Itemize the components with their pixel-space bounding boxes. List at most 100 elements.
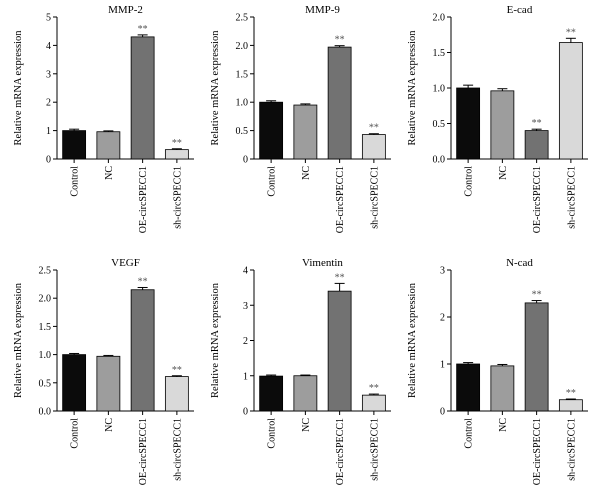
bar-oe-circspecc1 — [524, 130, 549, 160]
x-tick-label: Control — [70, 418, 81, 449]
y-tick-label: 1 — [440, 360, 445, 371]
y-tick-label: 1.5 — [39, 322, 52, 333]
x-tick-label: sh-circSPECC1 — [369, 166, 380, 229]
y-tick-label: 0 — [46, 155, 51, 166]
chart-panel-5: Vimentin Relative mRNA expression 0 1 2 3 4 Con… — [210, 257, 391, 485]
significance-label: ** — [335, 272, 345, 283]
x-tick-label: Control — [267, 166, 278, 197]
bar-nc — [490, 365, 515, 412]
bar-control — [62, 130, 87, 160]
significance-label: ** — [369, 123, 379, 134]
significance-label: ** — [335, 35, 345, 46]
significance-label: ** — [138, 276, 148, 287]
y-tick-label: 0 — [440, 407, 445, 418]
bar-sh-circspecc1 — [164, 376, 189, 412]
bar-oe-circspecc1 — [327, 46, 352, 160]
x-tick-label: Control — [70, 166, 81, 197]
bar-oe-circspecc1 — [327, 290, 352, 412]
x-tick-label: NC — [498, 166, 509, 180]
y-tick-label: 1.5 — [433, 48, 446, 59]
bar-nc — [96, 355, 121, 412]
significance-label: ** — [532, 290, 542, 301]
bar-control — [456, 363, 481, 412]
y-tick-label: 2.0 — [433, 13, 446, 24]
y-tick-label: 0.5 — [39, 378, 52, 389]
bar-sh-circspecc1 — [558, 399, 583, 412]
significance-label: ** — [566, 27, 576, 38]
chart-panel-2: MMP-9 Relative mRNA expression 0 0.5 1.0 1.5 2… — [210, 4, 391, 233]
x-tick-label: Control — [464, 418, 475, 449]
bar-sh-circspecc1 — [361, 134, 386, 160]
y-tick-label: 1 — [46, 126, 51, 137]
y-tick-label: 3 — [46, 69, 51, 80]
x-tick-label: sh-circSPECC1 — [369, 418, 380, 481]
bar-control — [62, 354, 87, 412]
y-tick-label: 0.5 — [236, 126, 249, 137]
bar-nc — [490, 90, 515, 160]
y-tick-label: 2 — [243, 336, 248, 347]
y-tick-label: 2.0 — [236, 41, 249, 52]
bar-sh-circspecc1 — [164, 149, 189, 160]
bar-sh-circspecc1 — [558, 42, 583, 160]
chart-title: N-cad — [506, 257, 533, 269]
x-tick-label: sh-circSPECC1 — [566, 418, 577, 481]
y-tick-label: 5 — [46, 13, 51, 24]
y-tick-label: 2.0 — [39, 294, 52, 305]
y-axis-label: Relative mRNA expression — [407, 30, 418, 146]
x-tick-label: OE-circSPECC1 — [335, 166, 346, 233]
x-tick-label: sh-circSPECC1 — [566, 166, 577, 229]
x-tick-label: NC — [498, 418, 509, 432]
y-tick-label: 0 — [243, 155, 248, 166]
y-tick-label: 1.0 — [433, 84, 446, 95]
chart-panel-1: MMP-2 Relative mRNA expression 0 1 2 3 4 5 Contr… — [13, 4, 194, 233]
x-tick-label: NC — [104, 166, 115, 180]
bar-control — [456, 87, 481, 160]
y-axis-label: Relative mRNA expression — [13, 282, 24, 398]
x-tick-label: OE-circSPECC1 — [138, 418, 149, 485]
y-tick-label: 0.5 — [433, 119, 446, 130]
x-tick-label: Control — [267, 418, 278, 449]
x-tick-label: Control — [464, 166, 475, 197]
significance-label: ** — [138, 24, 148, 35]
y-tick-label: 4 — [46, 41, 51, 52]
y-tick-label: 2 — [440, 313, 445, 324]
bar-nc — [293, 375, 318, 412]
chart-title: MMP-2 — [108, 4, 143, 16]
significance-label: ** — [532, 118, 542, 129]
x-tick-label: OE-circSPECC1 — [335, 418, 346, 485]
x-tick-label: OE-circSPECC1 — [138, 166, 149, 233]
chart-title: Vimentin — [302, 257, 343, 269]
y-tick-label: 1 — [243, 371, 248, 382]
bar-control — [259, 101, 284, 160]
bar-nc — [96, 131, 121, 160]
y-tick-label: 0.0 — [39, 407, 52, 418]
bar-oe-circspecc1 — [130, 36, 155, 160]
y-tick-label: 0.0 — [433, 155, 446, 166]
significance-label: ** — [566, 388, 576, 399]
y-tick-label: 0 — [243, 407, 248, 418]
y-tick-label: 3 — [243, 301, 248, 312]
y-axis-label: Relative mRNA expression — [407, 282, 418, 398]
chart-title: E-cad — [507, 4, 533, 16]
y-tick-label: 2.5 — [236, 13, 249, 24]
chart-panel-4: VEGF Relative mRNA expression 0.0 0.5 1.0 1.5… — [13, 257, 194, 485]
y-tick-label: 3 — [440, 266, 445, 277]
bar-control — [259, 375, 284, 412]
chart-panel-3: E-cad Relative mRNA expression 0.0 0.5 1.0 1.… — [407, 4, 588, 233]
chart-panel-6: N-cad Relative mRNA expression 0 1 2 3 Control… — [407, 257, 588, 485]
x-tick-label: NC — [301, 166, 312, 180]
y-tick-label: 1.0 — [236, 98, 249, 109]
y-axis-label: Relative mRNA expression — [13, 30, 24, 146]
y-axis-label: Relative mRNA expression — [210, 30, 221, 146]
x-tick-label: NC — [301, 418, 312, 432]
bar-oe-circspecc1 — [130, 289, 155, 412]
bar-oe-circspecc1 — [524, 302, 549, 412]
x-tick-label: sh-circSPECC1 — [172, 166, 183, 229]
y-axis-label: Relative mRNA expression — [210, 282, 221, 398]
chart-title: VEGF — [111, 257, 140, 269]
y-tick-label: 2.5 — [39, 266, 52, 277]
y-tick-label: 1.5 — [236, 69, 249, 80]
x-tick-label: OE-circSPECC1 — [532, 166, 543, 233]
significance-label: ** — [369, 383, 379, 394]
